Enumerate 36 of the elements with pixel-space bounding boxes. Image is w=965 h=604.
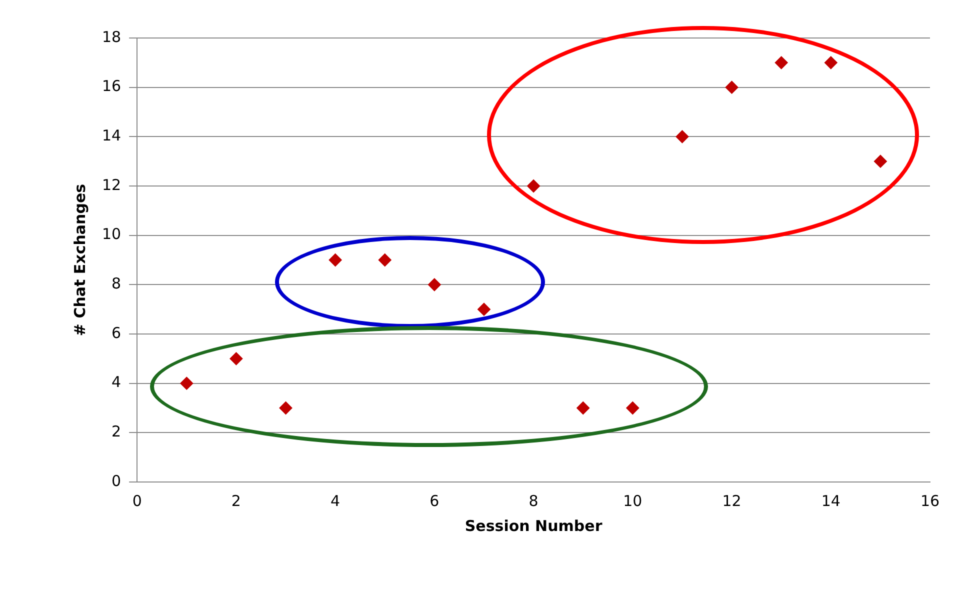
point bbox=[230, 352, 243, 366]
x-tick-label: 14 bbox=[821, 492, 840, 510]
point bbox=[626, 402, 640, 414]
point bbox=[874, 154, 887, 168]
x-axis-title: Session Number bbox=[464, 516, 603, 535]
x-tick-label: 2 bbox=[231, 492, 241, 510]
y-tick-label: 4 bbox=[112, 373, 122, 392]
x-tick-label: 0 bbox=[132, 492, 142, 510]
x-tick-label: 16 bbox=[920, 492, 940, 510]
y-tick-label: 12 bbox=[102, 176, 122, 194]
point bbox=[328, 254, 342, 266]
point bbox=[378, 254, 392, 266]
x-tick-label: 6 bbox=[430, 492, 440, 510]
y-tick-label: 2 bbox=[112, 422, 122, 441]
point bbox=[279, 402, 292, 414]
y-tick-label: 14 bbox=[102, 126, 122, 145]
x-tick-label: 10 bbox=[623, 492, 642, 510]
x-tick-label: 12 bbox=[722, 492, 742, 510]
y-tick-label: 6 bbox=[112, 324, 122, 342]
y-tick-label: 10 bbox=[102, 225, 122, 244]
point bbox=[477, 302, 490, 316]
point bbox=[180, 376, 194, 390]
point bbox=[774, 56, 788, 70]
x-tick-label: 4 bbox=[330, 492, 340, 510]
y-axis-title: # Chat Exchanges bbox=[70, 184, 89, 336]
y-tick-label: 18 bbox=[102, 28, 122, 46]
y-tick-label: 8 bbox=[112, 274, 122, 293]
y-tick-label: 0 bbox=[112, 472, 122, 490]
point bbox=[824, 56, 838, 70]
point bbox=[676, 130, 689, 144]
point bbox=[725, 80, 738, 94]
point bbox=[428, 278, 441, 292]
point bbox=[576, 402, 590, 414]
point bbox=[527, 180, 540, 192]
x-tick-label: 8 bbox=[528, 492, 538, 510]
y-tick-label: 16 bbox=[102, 77, 122, 96]
